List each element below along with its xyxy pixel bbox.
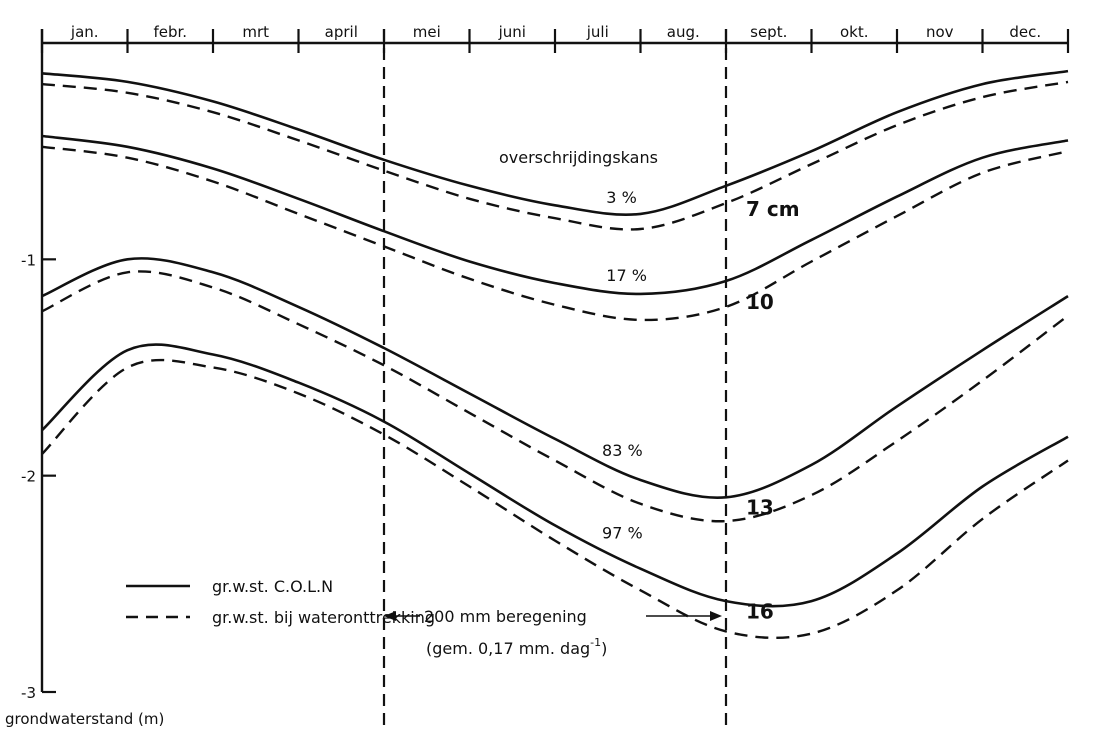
period-annotation: 200 mm beregening (gem. 0,17 mm. dag-1) [384, 607, 722, 658]
y-tick-label: -2 [21, 468, 36, 486]
y-tick-labels: -1 -2 -3 [21, 251, 36, 702]
period-arrowhead-left [384, 611, 396, 621]
exceedance-label: 3 % [606, 188, 636, 207]
exceedance-label: 17 % [606, 266, 647, 285]
difference-label: 10 [746, 290, 774, 314]
exceedance-label: 97 % [602, 523, 643, 542]
annotations: 3 % 17 % 83 % 97 % 7 cm 10 13 16 [602, 188, 800, 623]
month-label: febr. [153, 23, 187, 41]
month-label: mei [413, 23, 441, 41]
legend-label-solid: gr.w.st. C.O.L.N [212, 577, 333, 596]
period-label: 200 mm beregening [424, 607, 587, 626]
series-line-dashed [41, 145, 1069, 322]
series-line-solid [41, 343, 1069, 608]
series-line-dashed [41, 358, 1069, 640]
month-label: dec. [1009, 23, 1041, 41]
month-label: juni [498, 23, 526, 41]
month-label: april [325, 23, 358, 41]
series-line-solid [41, 257, 1069, 499]
exceedance-title: overschrijdingskans [499, 148, 658, 167]
month-labels: jan. febr. mrt april mei juni juli aug. sept. okt… [70, 23, 1041, 41]
exceedance-label: 83 % [602, 441, 643, 460]
difference-label: 7 cm [746, 197, 800, 221]
period-arrowhead-right [710, 611, 722, 621]
period-lines [382, 29, 728, 728]
legend-label-dashed: gr.w.st. bij wateronttrekking [212, 608, 435, 627]
period-sublabel: (gem. 0,17 mm. dag-1) [426, 636, 607, 658]
month-label: nov [926, 23, 954, 41]
month-label: jan. [70, 23, 99, 41]
series-line-dashed [41, 270, 1069, 523]
series-curves [41, 69, 1069, 640]
month-label: sept. [750, 23, 787, 41]
difference-label: 16 [746, 599, 774, 623]
difference-label: 13 [746, 496, 774, 520]
series-line-dashed [41, 80, 1069, 231]
month-label: juli [586, 23, 609, 41]
legend: gr.w.st. C.O.L.N gr.w.st. bij wateronttr… [126, 577, 435, 627]
y-axis-title: grondwaterstand (m) [5, 710, 164, 728]
series-line-solid [41, 69, 1069, 216]
y-tick-label: -1 [21, 251, 36, 269]
y-tick-label: -3 [21, 684, 36, 702]
month-label: mrt [242, 23, 269, 41]
month-label: aug. [667, 23, 700, 41]
series-line-solid [41, 134, 1069, 296]
axes [40, 29, 1070, 694]
month-label: okt. [840, 23, 869, 41]
